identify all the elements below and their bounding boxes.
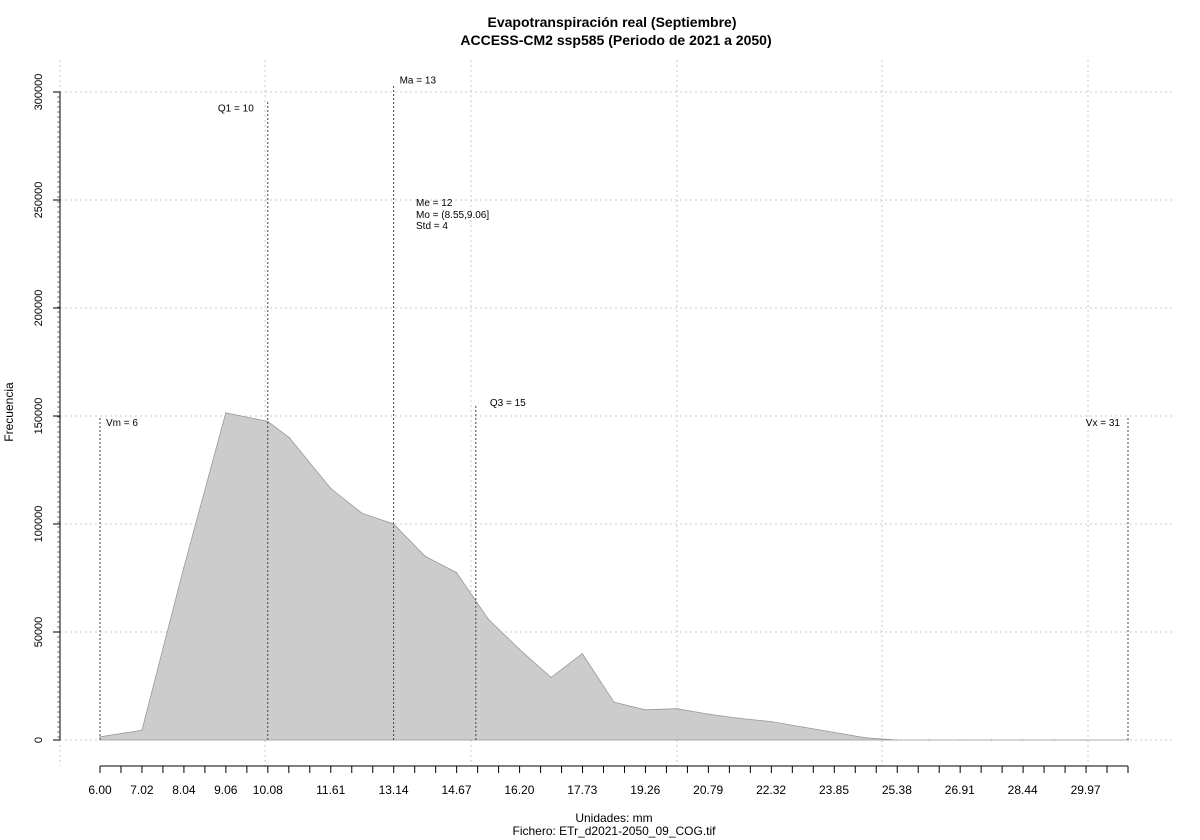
x-tick-label-4: 10.08 <box>253 783 283 797</box>
data-point-22 <box>833 731 835 734</box>
y-tick-label-4: 200000 <box>33 290 45 327</box>
data-point-1 <box>141 729 143 731</box>
data-point-9 <box>424 555 426 558</box>
data-point-3 <box>225 412 227 414</box>
data-point-7 <box>361 512 363 514</box>
annotation-label-4: Vx = 31 <box>1086 418 1121 429</box>
x-tick-label-3: 9.06 <box>214 783 238 797</box>
frequency-area <box>99 412 1128 741</box>
x-tick-label-11: 20.79 <box>693 783 723 797</box>
x-axis-label: Unidades: mm <box>575 811 652 825</box>
x-tick-label-15: 26.91 <box>945 783 975 797</box>
data-point-14 <box>581 653 583 655</box>
data-point-20 <box>770 721 772 723</box>
data-point-21 <box>802 726 804 728</box>
y-tick-label-2: 100000 <box>33 506 45 543</box>
data-point-11 <box>487 618 489 620</box>
annotation-label-2: Ma = 13 <box>400 76 437 87</box>
x-tick-label-12: 22.32 <box>756 783 786 797</box>
x-axis: 6.00 7.02 8.04 9.06 10.08 11.61 13.14 14.67 16.2… <box>88 765 1129 797</box>
data-point-5 <box>288 437 290 439</box>
x-tick-label-10: 19.26 <box>630 783 660 797</box>
data-point-13 <box>550 676 552 679</box>
data-point-19 <box>739 717 741 720</box>
annotation-layer: Vm = 6 Q1 = 10 Ma = 13 Q3 = 15 Vx = 31 <box>99 76 1129 740</box>
area-layer <box>99 412 1129 741</box>
x-tick-label-6: 13.14 <box>379 783 409 797</box>
data-point-15 <box>613 701 615 703</box>
data-point-27 <box>990 739 993 741</box>
data-point-17 <box>676 708 678 710</box>
x-tick-label-8: 16.20 <box>504 783 534 797</box>
y-axis-label: Frecuencia <box>2 382 16 442</box>
annotation-label-3: Q3 = 15 <box>490 398 526 409</box>
annotation-label-0: Vm = 6 <box>106 418 138 429</box>
data-point-10 <box>455 572 458 574</box>
x-tick-label-14: 25.38 <box>882 783 912 797</box>
chart-subtitle: ACCESS-CM2 ssp585 (Periodo de 2021 a 205… <box>460 32 771 48</box>
data-point-24 <box>896 739 898 741</box>
x-tick-label-0: 6.00 <box>88 783 112 797</box>
y-tick-label-3: 150000 <box>33 398 45 435</box>
x-tick-label-2: 8.04 <box>172 783 196 797</box>
data-point-18 <box>707 713 709 715</box>
y-tick-label-5: 250000 <box>33 182 45 219</box>
data-point-6 <box>330 487 332 489</box>
data-point-0 <box>99 736 101 738</box>
stats-std: Std = 4 <box>416 221 448 232</box>
data-point-16 <box>644 709 646 711</box>
data-point-23 <box>865 737 867 739</box>
stats-median: Me = 12 <box>416 198 453 209</box>
x-tick-label-17: 29.97 <box>1071 783 1101 797</box>
y-tick-label-1: 50000 <box>33 617 45 648</box>
x-tick-label-1: 7.02 <box>130 783 154 797</box>
data-point-29 <box>1053 739 1055 741</box>
data-point-12 <box>518 648 521 650</box>
stats-box: Me = 12 Mo = (8.55,9.06] Std = 4 <box>416 198 489 232</box>
y-tick-label-0: 0 <box>33 737 45 743</box>
data-point-2 <box>183 566 185 568</box>
x-tick-label-13: 23.85 <box>819 783 849 797</box>
x-tick-label-5: 11.61 <box>316 783 345 797</box>
annotation-label-1: Q1 = 10 <box>218 104 254 115</box>
data-point-4 <box>267 420 269 422</box>
chart-title: Evapotranspiración real (Septiembre) <box>488 14 737 30</box>
stats-mode: Mo = (8.55,9.06] <box>416 210 489 221</box>
data-point-28 <box>1022 739 1024 741</box>
x-tick-label-16: 28.44 <box>1008 783 1038 797</box>
x-tick-label-7: 14.67 <box>441 783 471 797</box>
y-axis: 0 50000 100000 150000 200000 250000 300000 <box>33 74 61 743</box>
x-tick-label-9: 17.73 <box>567 783 597 797</box>
y-tick-label-6: 300000 <box>33 74 45 111</box>
data-point-30 <box>1085 739 1087 741</box>
data-point-26 <box>959 739 961 741</box>
footer-filename: Fichero: ETr_d2021-2050_09_COG.tif <box>513 824 717 838</box>
data-point-25 <box>928 739 930 741</box>
